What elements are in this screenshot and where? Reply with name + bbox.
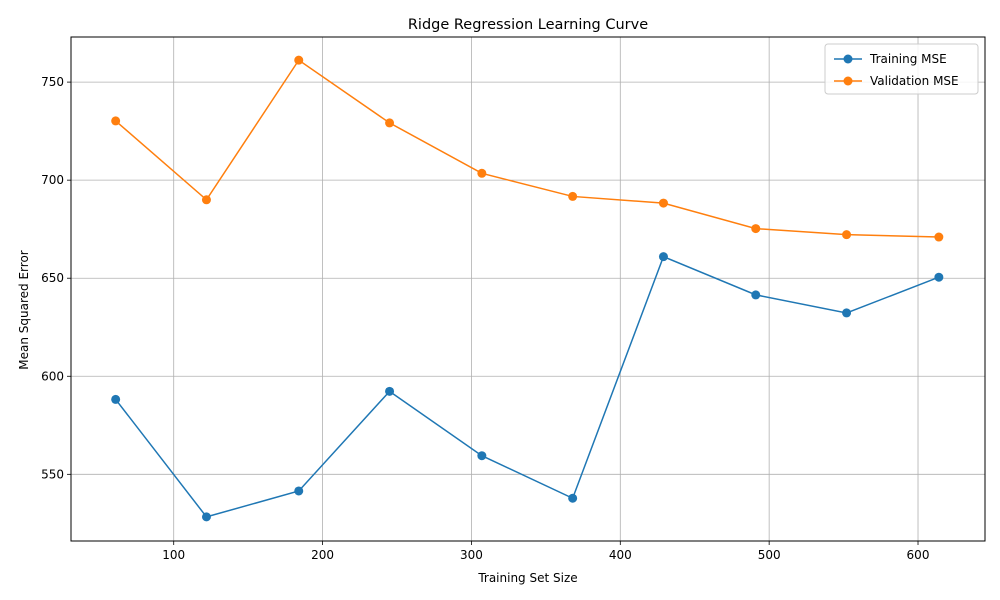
data-point-validation — [934, 232, 944, 242]
legend-marker-training — [843, 54, 853, 64]
data-point-training — [568, 493, 578, 503]
x-tick-label: 200 — [311, 548, 334, 562]
x-tick-label: 600 — [907, 548, 930, 562]
legend-label-validation: Validation MSE — [870, 74, 959, 88]
y-tick-label: 650 — [41, 271, 64, 285]
x-tick-label: 400 — [609, 548, 632, 562]
data-point-validation — [658, 198, 668, 208]
data-point-training — [477, 451, 487, 461]
data-point-training — [294, 486, 304, 496]
legend-marker-validation — [843, 76, 853, 86]
plot-frame — [70, 36, 986, 542]
y-tick-label: 550 — [41, 467, 64, 481]
series-layer — [111, 55, 944, 522]
tick-layer: 100 200 300 400 500 600 550 600 650 700 750 — [41, 75, 929, 562]
data-point-training — [751, 290, 761, 300]
data-point-validation — [477, 168, 487, 178]
legend-label-training: Training MSE — [869, 52, 947, 66]
y-axis-label: Mean Squared Error — [17, 250, 31, 370]
y-tick-label: 600 — [41, 369, 64, 383]
data-point-validation — [201, 195, 211, 205]
data-point-validation — [751, 224, 761, 234]
y-tick-label: 700 — [41, 173, 64, 187]
data-point-validation — [111, 116, 121, 126]
y-tick-label: 750 — [41, 75, 64, 89]
data-point-training — [842, 308, 852, 318]
x-tick-label: 300 — [460, 548, 483, 562]
series-line-validation — [115, 59, 939, 238]
data-point-validation — [568, 191, 578, 201]
series-line-training — [115, 255, 940, 518]
legend: Training MSE Validation MSE — [824, 43, 979, 95]
chart-title: Ridge Regression Learning Curve — [408, 17, 648, 33]
data-point-training — [201, 512, 211, 522]
data-point-training — [658, 252, 668, 262]
grid-lines — [71, 37, 985, 541]
x-tick-label: 500 — [758, 548, 781, 562]
data-point-training — [385, 386, 395, 396]
data-point-validation — [842, 230, 852, 240]
x-axis-label: Training Set Size — [477, 571, 577, 585]
x-tick-label: 100 — [162, 548, 185, 562]
data-point-training — [111, 394, 121, 404]
data-point-training — [934, 272, 944, 282]
legend-box — [824, 43, 979, 95]
data-point-validation — [294, 55, 304, 65]
data-point-validation — [385, 118, 395, 128]
